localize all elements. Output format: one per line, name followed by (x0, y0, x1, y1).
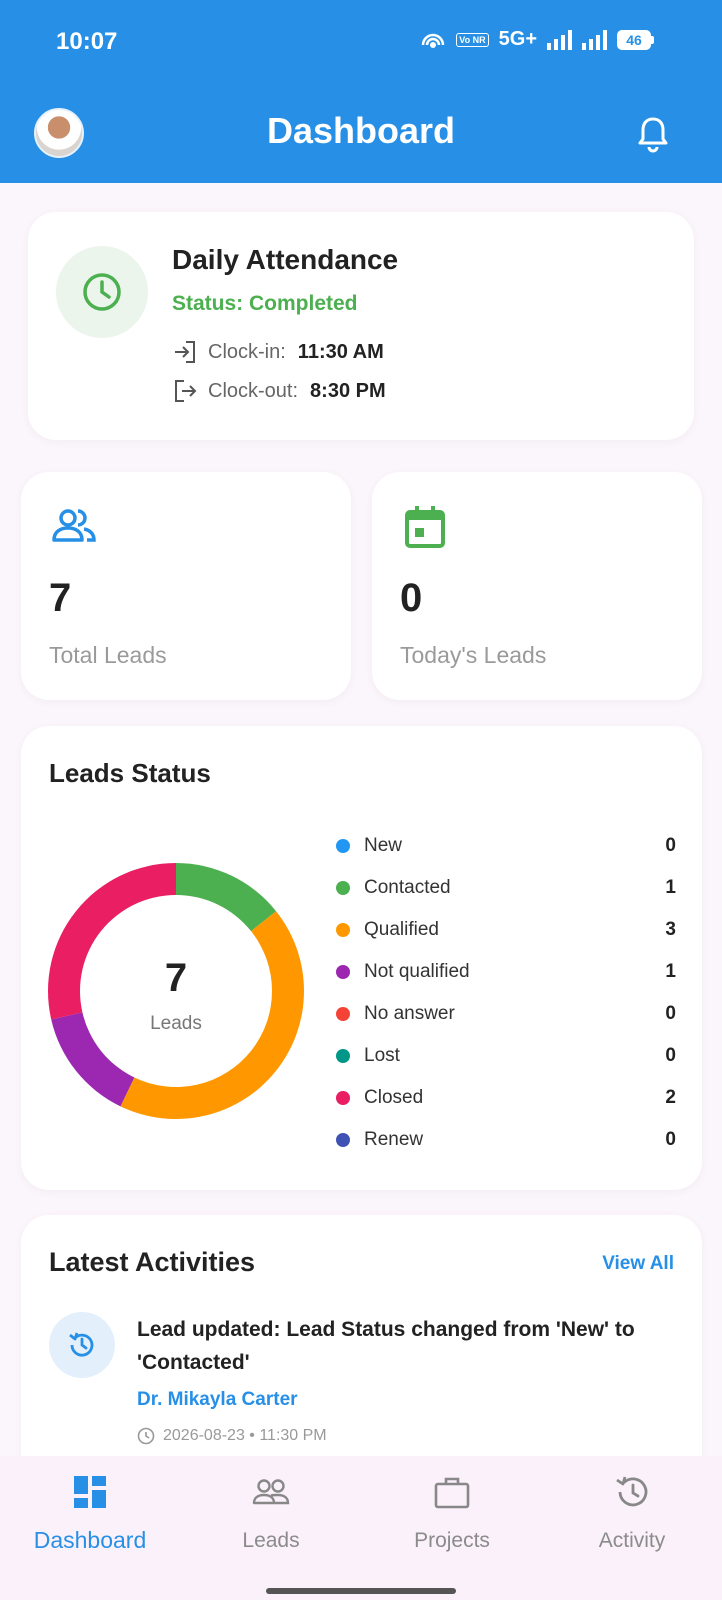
total-leads-label: Total Leads (49, 642, 167, 668)
donut-slice-qualified (120, 911, 304, 1119)
activity-time: 2026-08-23 • 11:30 PM (163, 1427, 327, 1444)
briefcase-icon (434, 1477, 470, 1509)
clock-in-label: Clock-in: (208, 340, 286, 363)
activity-time-row: 2026-08-23 • 11:30 PM (137, 1427, 327, 1445)
legend-count: 1 (665, 961, 676, 982)
time-icon (137, 1427, 155, 1445)
legend-item: Not qualified 1 (336, 951, 676, 993)
dashboard-icon (74, 1476, 106, 1508)
donut-center-value: 7 (164, 956, 188, 1000)
bell-icon[interactable] (636, 115, 670, 153)
legend-count: 1 (665, 877, 676, 898)
legend-dot (336, 965, 350, 979)
people-icon (52, 509, 96, 542)
legend-dot (336, 839, 350, 853)
leads-donut-chart (47, 863, 304, 1119)
battery-icon: 46 (617, 29, 654, 50)
attendance-title: Daily Attendance (172, 244, 399, 275)
legend-item: Renew 0 (336, 1119, 676, 1161)
leads-legend: New 0 Contacted 1 Qualified 3 Not qualified 1 No… (336, 825, 676, 1161)
clock-out-label: Clock-out: (208, 379, 299, 402)
legend-label: Qualified (364, 919, 439, 940)
legend-item: No answer 0 (336, 993, 676, 1035)
legend-label: Lost (364, 1045, 400, 1066)
activity-user[interactable]: Dr. Mikayla Carter (137, 1389, 298, 1410)
clock-out-row: Clock-out: 8:30 PM (172, 378, 386, 404)
legend-item: New 0 (336, 825, 676, 867)
legend-label: Renew (364, 1129, 424, 1150)
legend-dot (336, 1007, 350, 1021)
nav-activity-label: Activity (598, 1529, 666, 1552)
history-icon (49, 1312, 115, 1378)
status-icons: Vo NR 5G+ 46 (420, 28, 654, 51)
volte-badge: Vo NR (456, 32, 489, 47)
todays-leads-label: Today's Leads (400, 642, 547, 668)
legend-dot (336, 881, 350, 895)
total-leads-value: 7 (49, 576, 72, 620)
legend-count: 0 (665, 1129, 676, 1150)
clock-icon (56, 246, 148, 338)
clock-out-value: 8:30 PM (310, 379, 386, 402)
nav-projects[interactable]: Projects (362, 1456, 542, 1566)
attendance-status: Status: Completed (172, 292, 358, 315)
logout-icon (175, 380, 197, 402)
nav-projects-label: Projects (414, 1529, 490, 1552)
user-avatar[interactable] (34, 108, 84, 158)
clock-in-row: Clock-in: 11:30 AM (172, 339, 384, 365)
legend-count: 0 (665, 1045, 676, 1066)
attendance-card[interactable]: Daily Attendance Status: Completed Clock… (28, 212, 694, 440)
nav-dashboard-label: Dashboard (33, 1527, 147, 1553)
calendar-icon (405, 506, 445, 548)
total-leads-card[interactable]: 7 Total Leads (21, 472, 351, 700)
home-indicator[interactable] (266, 1588, 456, 1594)
legend-label: No answer (364, 1003, 455, 1024)
legend-count: 0 (665, 835, 676, 856)
donut-slice-closed (47, 863, 176, 1020)
battery-level: 46 (617, 29, 651, 50)
leads-status-title: Leads Status (49, 758, 211, 788)
history-icon (616, 1476, 648, 1507)
people-icon (252, 1479, 290, 1505)
leads-status-card: Leads Status 7 Leads New 0 Contacted 1 Quali… (21, 726, 702, 1190)
legend-label: New (364, 835, 403, 856)
donut-slice-not-qualified (51, 1012, 135, 1107)
status-time: 10:07 (56, 28, 118, 55)
nav-dashboard[interactable]: Dashboard (0, 1456, 180, 1566)
todays-leads-card[interactable]: 0 Today's Leads (372, 472, 702, 700)
legend-dot (336, 1133, 350, 1147)
legend-item: Closed 2 (336, 1077, 676, 1119)
activity-text: Lead updated: Lead Status changed from '… (137, 1318, 635, 1374)
legend-dot (336, 923, 350, 937)
app-bar: 10:07 Vo NR 5G+ 46 Dashboard (0, 0, 722, 183)
bottom-navigation: Dashboard Leads Projects Activity (0, 1456, 722, 1600)
donut-slice-contacted (176, 863, 277, 932)
login-icon (175, 341, 195, 363)
legend-item: Contacted 1 (336, 867, 676, 909)
nav-leads[interactable]: Leads (181, 1456, 361, 1566)
clock-in-value: 11:30 AM (297, 340, 384, 363)
legend-count: 0 (665, 1003, 676, 1024)
page-title: Dashboard (266, 110, 456, 151)
legend-label: Not qualified (364, 961, 470, 982)
legend-dot (336, 1049, 350, 1063)
activities-title: Latest Activities (49, 1247, 256, 1277)
signal-icon-2 (582, 29, 607, 50)
view-all-link[interactable]: View All (602, 1253, 674, 1274)
legend-item: Qualified 3 (336, 909, 676, 951)
donut-center-label: Leads (150, 1013, 202, 1034)
legend-count: 2 (665, 1087, 676, 1108)
legend-dot (336, 1091, 350, 1105)
legend-item: Lost 0 (336, 1035, 676, 1077)
legend-label: Contacted (364, 877, 451, 898)
network-type: 5G+ (498, 28, 537, 50)
todays-leads-value: 0 (400, 576, 423, 620)
legend-count: 3 (665, 919, 676, 940)
nav-leads-label: Leads (242, 1529, 300, 1552)
hotspot-icon (422, 33, 445, 48)
legend-label: Closed (364, 1087, 424, 1108)
nav-activity[interactable]: Activity (542, 1456, 722, 1566)
signal-icon (547, 29, 572, 50)
